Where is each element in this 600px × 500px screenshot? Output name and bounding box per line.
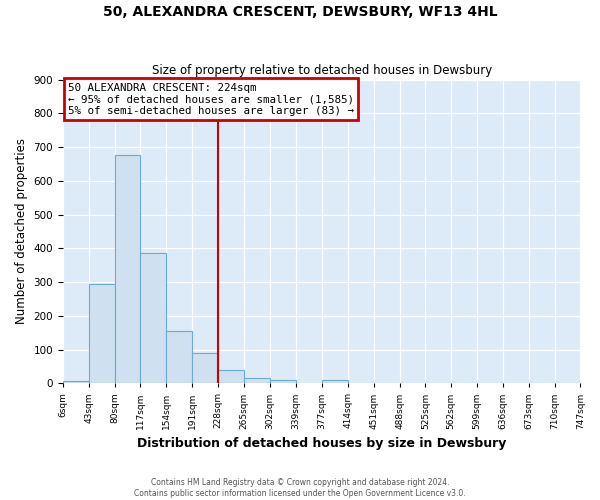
Bar — [115, 156, 140, 384]
Bar — [269, 380, 296, 384]
Bar — [244, 378, 269, 384]
Title: Size of property relative to detached houses in Dewsbury: Size of property relative to detached ho… — [152, 64, 492, 77]
Text: Contains HM Land Registry data © Crown copyright and database right 2024.
Contai: Contains HM Land Registry data © Crown c… — [134, 478, 466, 498]
Y-axis label: Number of detached properties: Number of detached properties — [15, 138, 28, 324]
Bar — [192, 353, 218, 384]
Text: 50 ALEXANDRA CRESCENT: 224sqm
← 95% of detached houses are smaller (1,585)
5% of: 50 ALEXANDRA CRESCENT: 224sqm ← 95% of d… — [68, 82, 354, 116]
Bar — [89, 284, 115, 384]
Text: 50, ALEXANDRA CRESCENT, DEWSBURY, WF13 4HL: 50, ALEXANDRA CRESCENT, DEWSBURY, WF13 4… — [103, 5, 497, 19]
Bar — [218, 370, 244, 384]
Bar — [63, 380, 89, 384]
X-axis label: Distribution of detached houses by size in Dewsbury: Distribution of detached houses by size … — [137, 437, 506, 450]
Bar — [140, 254, 166, 384]
Bar — [322, 380, 348, 384]
Bar — [166, 331, 192, 384]
